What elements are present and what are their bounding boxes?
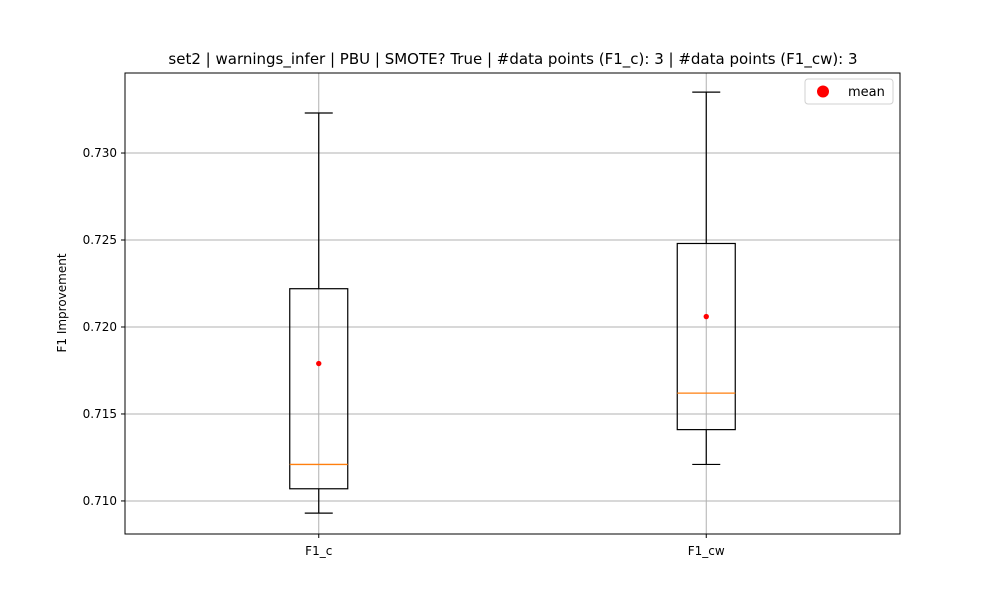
legend-frame xyxy=(804,78,894,105)
ticks-layer: 0.710 0.715 0.720 0.725 0.730 F1_c F1_cw xyxy=(83,146,725,558)
x-tick-label: F1_c xyxy=(305,544,332,558)
legend: mean xyxy=(804,78,894,105)
box-F1_cw xyxy=(676,91,736,466)
y-axis-label: F1 Improvement xyxy=(55,253,69,352)
mean-marker xyxy=(316,360,322,367)
y-tick-label: 0.720 xyxy=(83,320,117,334)
plot-frame xyxy=(124,72,901,535)
mean-marker xyxy=(703,313,709,320)
iqr-box xyxy=(289,288,349,490)
y-tick-label: 0.715 xyxy=(83,407,117,421)
box-F1_c xyxy=(289,112,349,514)
y-tick-label: 0.730 xyxy=(83,146,117,160)
y-tick-label: 0.725 xyxy=(83,233,117,247)
x-tick-label: F1_cw xyxy=(688,544,725,558)
iqr-box xyxy=(676,242,736,431)
legend-mean-label: mean xyxy=(848,85,885,100)
y-tick-label: 0.710 xyxy=(83,494,117,508)
chart-title: set2 | warnings_infer | PBU | SMOTE? Tru… xyxy=(168,50,857,69)
legend-mean-marker xyxy=(817,85,829,98)
grid-layer xyxy=(125,73,900,534)
boxes-layer xyxy=(289,91,736,514)
